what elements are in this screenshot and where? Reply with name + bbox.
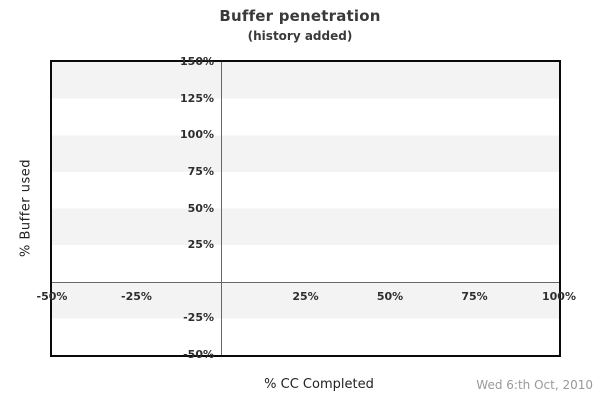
y-tick-label: 25%: [187, 238, 214, 252]
y-axis-label: % Buffer used: [18, 158, 34, 258]
y-tick-label: 75%: [187, 164, 214, 178]
y-tick-label: 150%: [180, 55, 214, 68]
x-tick-label: -50%: [36, 289, 68, 303]
x-axis-label: % CC Completed: [264, 377, 374, 392]
x-tick-label: -25%: [121, 289, 152, 303]
x-tick-label: 100%: [542, 289, 576, 303]
x-tick-label: 50%: [376, 289, 404, 303]
y-tick-label: -50%: [183, 348, 214, 361]
x-tick-label: 75%: [461, 289, 488, 303]
y-tick-label: -25%: [183, 311, 214, 325]
date-stamp: Wed 6:th Oct, 2010: [476, 378, 593, 392]
y-axis-zero-line: [221, 62, 222, 355]
chart-subtitle: (history added): [247, 29, 353, 43]
x-axis-zero-line: [52, 281, 559, 283]
y-tick-label: 100%: [180, 128, 214, 142]
y-tick-label: 125%: [180, 91, 214, 105]
y-tick-label: 50%: [187, 201, 214, 215]
chart-title: Buffer penetration: [219, 7, 381, 25]
plot-area: 150% 125% 100% 75% 50% 25% -25% -50% -50% -25% 25%…: [37, 55, 576, 361]
x-tick-label: 25%: [292, 289, 319, 303]
